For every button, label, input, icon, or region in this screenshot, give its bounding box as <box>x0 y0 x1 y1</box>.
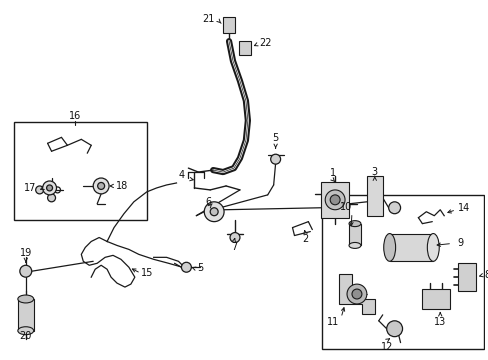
Bar <box>422 289 449 309</box>
Text: 8: 8 <box>484 270 488 280</box>
Bar <box>14 122 146 220</box>
Bar <box>239 41 250 55</box>
Text: 5: 5 <box>272 133 278 143</box>
Text: 22: 22 <box>259 38 271 48</box>
Ellipse shape <box>383 234 395 261</box>
Bar <box>457 263 475 291</box>
Text: 21: 21 <box>202 14 214 24</box>
Circle shape <box>329 195 339 205</box>
Circle shape <box>46 185 52 191</box>
Text: 11: 11 <box>326 317 339 327</box>
Bar <box>322 195 483 348</box>
Ellipse shape <box>18 295 34 303</box>
Ellipse shape <box>348 221 360 226</box>
Circle shape <box>42 181 57 195</box>
Bar <box>18 299 34 331</box>
Text: 3: 3 <box>371 167 377 177</box>
Ellipse shape <box>18 327 34 335</box>
Ellipse shape <box>427 234 438 261</box>
Polygon shape <box>338 274 374 314</box>
Text: 17: 17 <box>23 183 36 193</box>
Circle shape <box>20 265 32 277</box>
Text: 10: 10 <box>339 202 351 212</box>
Text: 1: 1 <box>329 168 336 178</box>
Bar <box>223 17 235 33</box>
Circle shape <box>181 262 191 272</box>
Circle shape <box>270 154 280 164</box>
Circle shape <box>346 284 366 304</box>
Circle shape <box>93 178 109 194</box>
Text: 15: 15 <box>140 268 153 278</box>
Ellipse shape <box>348 243 360 248</box>
Circle shape <box>47 194 56 202</box>
Text: 14: 14 <box>457 203 469 213</box>
Circle shape <box>229 233 240 243</box>
Text: 9: 9 <box>456 238 462 248</box>
Text: 5: 5 <box>197 263 203 273</box>
Text: 4: 4 <box>178 170 184 180</box>
Text: 7: 7 <box>230 242 237 252</box>
Circle shape <box>325 190 345 210</box>
Text: 19: 19 <box>20 248 32 258</box>
Bar <box>366 176 382 216</box>
Text: 20: 20 <box>20 331 32 341</box>
Bar <box>321 182 348 218</box>
Bar <box>389 234 432 261</box>
Text: 18: 18 <box>116 181 128 191</box>
Circle shape <box>388 202 400 214</box>
Circle shape <box>98 183 104 189</box>
Text: 16: 16 <box>69 111 81 121</box>
Text: 13: 13 <box>433 317 446 327</box>
Text: 12: 12 <box>380 342 392 352</box>
Circle shape <box>36 186 43 194</box>
Bar <box>348 224 360 246</box>
Circle shape <box>210 208 218 216</box>
Circle shape <box>204 202 224 222</box>
Circle shape <box>386 321 402 337</box>
Circle shape <box>351 289 361 299</box>
Text: 6: 6 <box>205 197 211 207</box>
Text: 2: 2 <box>302 234 308 244</box>
